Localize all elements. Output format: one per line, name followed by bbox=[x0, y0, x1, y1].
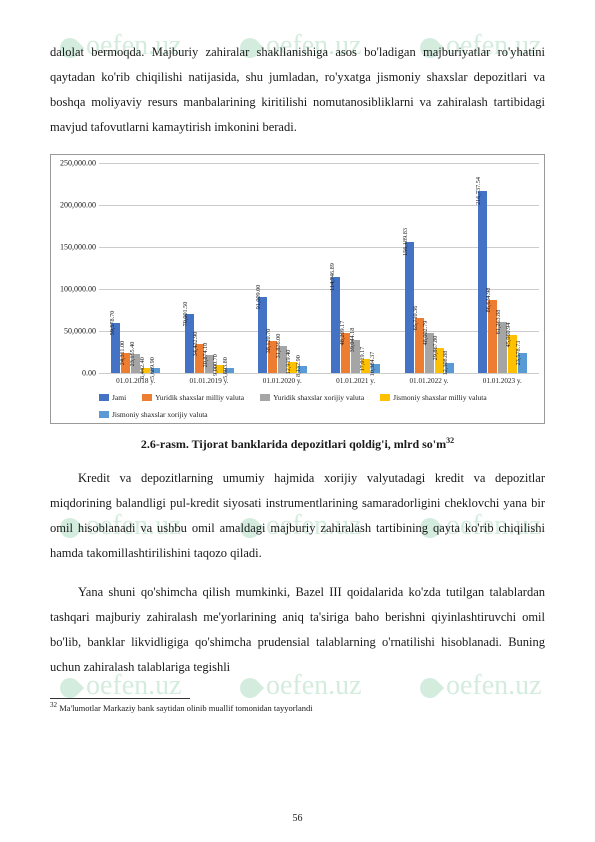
bar-value-label: 10,384.37 bbox=[369, 352, 376, 377]
y-axis-label: 100,000.00 bbox=[60, 285, 96, 294]
legend-label: Jismoniy shaxslar xorijiy valuta bbox=[112, 410, 208, 419]
legend-item: Yuridik shaxslar xorijiy valuta bbox=[260, 393, 364, 402]
bar-group: 59,578.7024,311.0023,155.406,442.405,689… bbox=[111, 323, 160, 373]
bar-value-label: 65,710.36 bbox=[412, 305, 419, 330]
gridline bbox=[99, 163, 539, 164]
paragraph-3: Yana shuni qo'shimcha qilish mumkinki, B… bbox=[50, 580, 545, 680]
gridline bbox=[99, 205, 539, 206]
bar-value-label: 8,132.90 bbox=[295, 355, 302, 377]
x-axis-label: 01.01.2020 y. bbox=[263, 377, 302, 385]
bar-value-label: 39,044.18 bbox=[349, 328, 356, 353]
caption-text: 2.6-rasm. Tijorat banklarida depozitlari… bbox=[141, 437, 446, 451]
bar-value-label: 12,308.88 bbox=[442, 350, 449, 375]
footnote-rule bbox=[50, 698, 190, 699]
legend-swatch bbox=[260, 394, 270, 401]
paragraph-1: dalolat bermoqda. Majburiy zahiralar sha… bbox=[50, 40, 545, 140]
legend-label: Jami bbox=[112, 393, 126, 402]
bar-group: 91,009.0038,120.7031,836.0012,919.408,13… bbox=[258, 297, 307, 373]
chart-caption: 2.6-rasm. Tijorat banklarida depozitlari… bbox=[50, 436, 545, 452]
bar-value-label: 5,803.80 bbox=[222, 357, 229, 379]
bar-value-label: 45,060.94 bbox=[505, 323, 512, 348]
gridline bbox=[99, 289, 539, 290]
bar-value-label: 5,689.90 bbox=[149, 357, 156, 379]
bar-value-label: 6,442.40 bbox=[139, 357, 146, 379]
bar-group: 70,001.5034,432.9020,874.109,000.705,803… bbox=[185, 314, 234, 373]
legend-swatch bbox=[142, 394, 152, 401]
bar-value-label: 86,634.98 bbox=[485, 288, 492, 313]
bar: 5,803.80 bbox=[225, 368, 234, 373]
y-axis-label: 150,000.00 bbox=[60, 243, 96, 252]
bar-group: 156,189.8365,710.3648,002.7929,867.8012,… bbox=[405, 242, 454, 373]
bar-value-label: 20,874.10 bbox=[202, 343, 209, 368]
gridline bbox=[99, 331, 539, 332]
bar-value-label: 24,311.00 bbox=[119, 340, 126, 365]
legend-item: Yuridik shaxslar milliy valuta bbox=[142, 393, 244, 402]
x-axis-label: 01.01.2018 y. bbox=[116, 377, 155, 385]
gridline bbox=[99, 373, 539, 374]
y-axis-label: 200,000.00 bbox=[60, 201, 96, 210]
bar: 10,384.37 bbox=[371, 364, 380, 373]
bar-value-label: 31,836.00 bbox=[275, 334, 282, 359]
footnote: 32 Ма'lumotlar Markaziy bank saytidan ol… bbox=[50, 701, 545, 713]
bar: 5,689.90 bbox=[151, 368, 160, 373]
legend-swatch bbox=[99, 394, 109, 401]
bar: 12,308.88 bbox=[445, 363, 454, 373]
y-axis-label: 0.00 bbox=[82, 369, 96, 378]
legend-label: Jismoniy shaxslar milliy valuta bbox=[393, 393, 487, 402]
x-axis-label: 01.01.2023 y. bbox=[483, 377, 522, 385]
legend-swatch bbox=[99, 411, 109, 418]
x-axis-label: 01.01.2019 y. bbox=[189, 377, 228, 385]
caption-sup: 32 bbox=[446, 436, 454, 445]
bar-value-label: 23,155.40 bbox=[129, 341, 136, 366]
legend-label: Yuridik shaxslar xorijiy valuta bbox=[273, 393, 364, 402]
legend-item: Jismoniy shaxslar milliy valuta bbox=[380, 393, 487, 402]
x-axis-label: 01.01.2021 y. bbox=[336, 377, 375, 385]
bar-value-label: 156,189.83 bbox=[402, 228, 409, 256]
gridline bbox=[99, 247, 539, 248]
bar-value-label: 61,263.88 bbox=[495, 309, 502, 334]
bar-value-label: 59,578.70 bbox=[109, 311, 116, 336]
footnote-text: Ма'lumotlar Markaziy bank saytidan olini… bbox=[59, 703, 312, 713]
legend-swatch bbox=[380, 394, 390, 401]
bar-value-label: 70,001.50 bbox=[182, 302, 189, 327]
bar: 216,737.54 bbox=[478, 191, 487, 373]
y-axis-label: 250,000.00 bbox=[60, 159, 96, 168]
bar-group: 114,746.8948,209.1739,044.1817,019.1710,… bbox=[331, 277, 380, 373]
bar-value-label: 216,737.54 bbox=[475, 177, 482, 205]
x-axis-label: 01.01.2022 y. bbox=[409, 377, 448, 385]
bar-value-label: 48,209.17 bbox=[339, 320, 346, 345]
bar-value-label: 48,002.79 bbox=[422, 320, 429, 345]
bar-value-label: 34,432.90 bbox=[192, 332, 199, 357]
bar-value-label: 23,578.73 bbox=[515, 341, 522, 366]
legend-item: Jismoniy shaxslar xorijiy valuta bbox=[99, 410, 208, 419]
page-number: 56 bbox=[293, 813, 303, 824]
bar-value-label: 29,867.80 bbox=[432, 336, 439, 361]
legend-label: Yuridik shaxslar milliy valuta bbox=[155, 393, 244, 402]
bar-value-label: 114,746.89 bbox=[329, 263, 336, 291]
bar: 23,578.73 bbox=[518, 353, 527, 373]
footnote-sup: 32 bbox=[50, 701, 57, 709]
legend-item: Jami bbox=[99, 393, 126, 402]
bar-value-label: 91,009.00 bbox=[255, 284, 262, 309]
bar-value-label: 17,019.17 bbox=[359, 346, 366, 371]
y-axis-label: 50,000.00 bbox=[64, 327, 96, 336]
bar: 8,132.90 bbox=[298, 366, 307, 373]
bar-value-label: 9,000.70 bbox=[212, 355, 219, 377]
deposit-chart: 59,578.7024,311.0023,155.406,442.405,689… bbox=[50, 154, 545, 424]
bar-value-label: 38,120.70 bbox=[265, 329, 272, 354]
bar-group: 216,737.5486,634.9861,263.8845,060.9423,… bbox=[478, 191, 527, 373]
bar-value-label: 12,919.40 bbox=[285, 350, 292, 375]
paragraph-2: Kredit va depozitlarning umumiy hajmida … bbox=[50, 466, 545, 566]
